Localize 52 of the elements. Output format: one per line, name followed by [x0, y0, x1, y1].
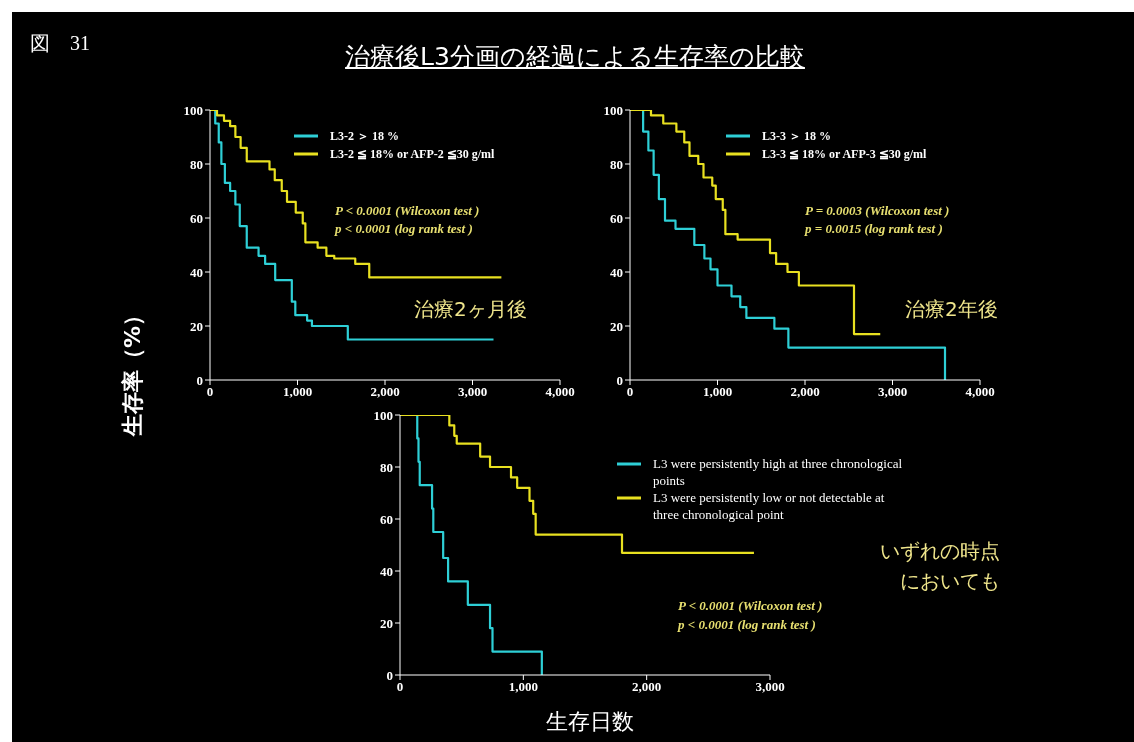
x-tick-label: 2,000 [632, 679, 662, 695]
x-tick-label: 3,000 [877, 384, 908, 400]
annotation: 治療2年後 [905, 296, 998, 323]
y-tick-label: 100 [603, 102, 623, 118]
legend-label: L3 were persistently high at three chronological points [653, 455, 904, 489]
x-tick-label: 3,000 [457, 384, 488, 400]
y-tick-label: 100 [373, 407, 393, 423]
x-axis-title: 生存日数 [545, 708, 635, 736]
annotation: P < 0.0001 (Wilcoxon test ) [335, 203, 480, 219]
x-tick-label: 0 [206, 384, 214, 400]
x-tick-label: 0 [626, 384, 634, 400]
text: においても [900, 568, 1000, 595]
legend-label: L3 were persistently low or not detectable at three chronological point [653, 489, 886, 523]
y-tick-label: 0 [196, 372, 203, 388]
y-tick-label: 20 [380, 615, 393, 631]
y-tick-label: 0 [616, 372, 623, 388]
x-tick-label: 1,000 [508, 679, 538, 695]
y-tick-label: 60 [610, 210, 623, 226]
y-tick-label: 80 [380, 459, 393, 475]
x-tick-label: 2,000 [790, 384, 820, 400]
x-tick-label: 1,000 [702, 384, 733, 400]
y-tick-label: 80 [610, 156, 623, 172]
legend-label: L3-2 ≦ 18% or AFP-2 ≦30 g/ml [330, 146, 495, 163]
y-axis-title: 生存率（%） [119, 303, 146, 437]
text: いずれの時点 [880, 538, 1000, 565]
chart-title: 治療後L3分画の経過による生存率の比較 [345, 42, 805, 71]
legend-label: L3-3 ≦ 18% or AFP-3 ≦30 g/ml [762, 146, 927, 163]
legend-label: L3-3 ＞ 18 % [762, 128, 831, 145]
y-tick-label: 40 [190, 264, 203, 280]
y-tick-label: 60 [380, 511, 393, 527]
caption: 図 31 [30, 31, 90, 56]
annotation: P = 0.0003 (Wilcoxon test ) [805, 203, 950, 219]
y-tick-label: 40 [610, 264, 623, 280]
legend-label: L3-2 ＞ 18 % [330, 128, 399, 145]
x-tick-label: 1,000 [282, 384, 313, 400]
annotation: p < 0.0001 (log rank test ) [678, 617, 816, 633]
y-tick-label: 40 [380, 563, 393, 579]
annotation: p = 0.0015 (log rank test ) [805, 221, 943, 237]
x-tick-label: 0 [396, 679, 404, 695]
x-tick-label: 3,000 [755, 679, 785, 695]
y-tick-label: 60 [190, 210, 203, 226]
x-tick-label: 4,000 [965, 384, 995, 400]
y-tick-label: 80 [190, 156, 203, 172]
y-tick-label: 0 [386, 667, 393, 683]
y-tick-label: 100 [183, 102, 203, 118]
annotation: p < 0.0001 (log rank test ) [335, 221, 473, 237]
x-tick-label: 2,000 [370, 384, 400, 400]
x-tick-label: 4,000 [545, 384, 575, 400]
annotation: P < 0.0001 (Wilcoxon test ) [678, 598, 823, 614]
y-tick-label: 20 [610, 318, 623, 334]
y-tick-label: 20 [190, 318, 203, 334]
annotation: 治療2ヶ月後 [414, 296, 527, 323]
